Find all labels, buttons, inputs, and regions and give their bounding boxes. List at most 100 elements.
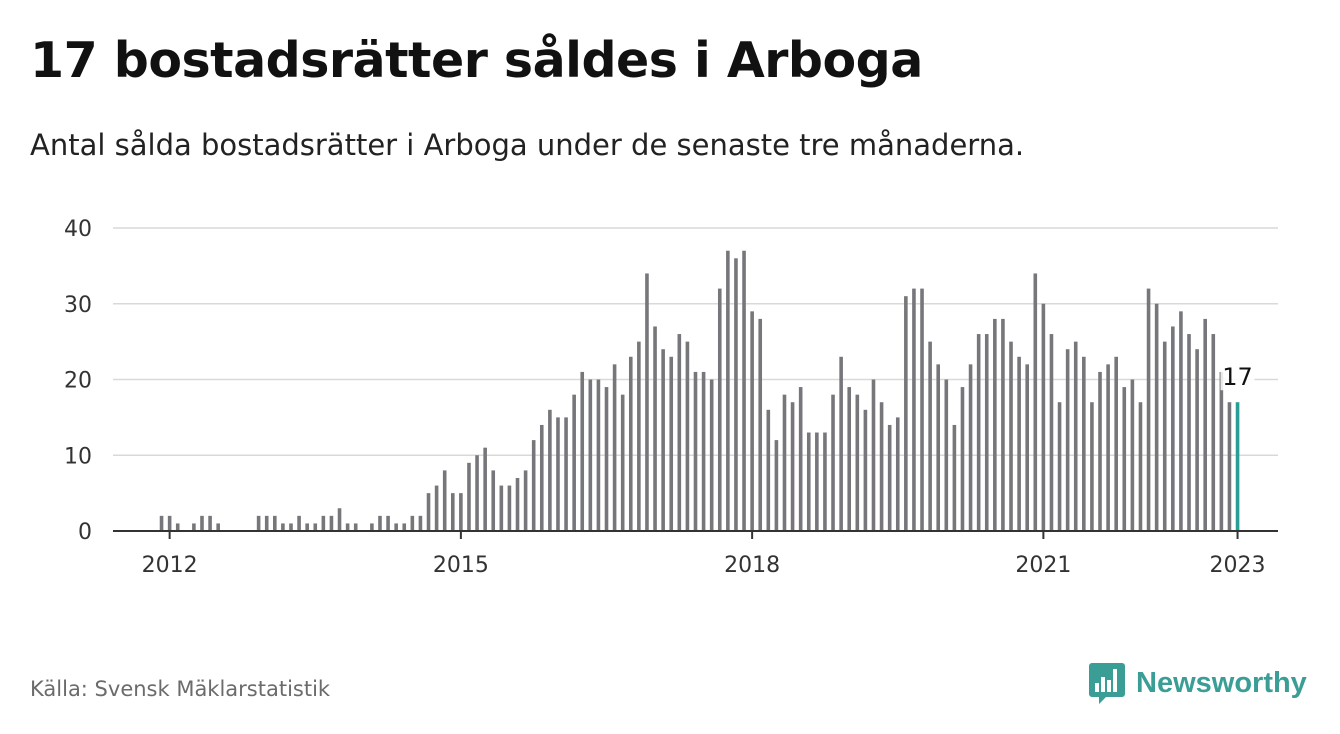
bar bbox=[313, 523, 318, 531]
bar bbox=[1065, 349, 1070, 531]
bar bbox=[256, 515, 261, 531]
x-tick-label: 2023 bbox=[1210, 553, 1266, 578]
bar bbox=[1017, 356, 1021, 531]
bar bbox=[1227, 402, 1232, 531]
bar bbox=[337, 508, 342, 531]
bar bbox=[726, 250, 730, 531]
y-tick-label: 30 bbox=[64, 293, 92, 318]
bar bbox=[1098, 371, 1102, 531]
bar bbox=[944, 379, 949, 531]
bar bbox=[564, 417, 568, 532]
bar bbox=[531, 440, 536, 531]
bar bbox=[847, 387, 852, 531]
bar bbox=[370, 523, 374, 531]
bar bbox=[653, 326, 657, 531]
x-tick-label: 2015 bbox=[433, 553, 489, 578]
x-tick-label: 2018 bbox=[724, 553, 780, 578]
bar bbox=[701, 371, 706, 531]
bar bbox=[1187, 334, 1191, 531]
bar bbox=[329, 515, 334, 531]
bar bbox=[904, 296, 908, 531]
bar bbox=[442, 470, 447, 531]
bar bbox=[709, 379, 714, 531]
bar bbox=[1001, 318, 1005, 531]
bar bbox=[1122, 387, 1127, 531]
bar bbox=[855, 394, 860, 531]
bar bbox=[1138, 402, 1143, 531]
bar bbox=[1041, 303, 1046, 531]
bar bbox=[766, 409, 771, 531]
bar bbox=[273, 515, 277, 531]
bar bbox=[815, 432, 819, 531]
bar bbox=[790, 402, 795, 531]
bar bbox=[976, 334, 981, 531]
bar bbox=[200, 515, 204, 531]
bar bbox=[596, 379, 601, 531]
bar bbox=[1179, 311, 1183, 531]
bar bbox=[580, 371, 585, 531]
bar bbox=[879, 402, 884, 531]
bar bbox=[863, 409, 868, 531]
bar bbox=[920, 288, 924, 531]
bar bbox=[620, 394, 625, 531]
bar bbox=[515, 477, 520, 531]
bar bbox=[1106, 364, 1110, 531]
bar bbox=[175, 523, 180, 531]
bar bbox=[734, 258, 738, 531]
bar bbox=[321, 515, 326, 531]
bar bbox=[1171, 326, 1175, 531]
bar bbox=[1057, 402, 1062, 531]
bar bbox=[645, 273, 649, 531]
bar bbox=[742, 250, 746, 531]
x-axis: 2012 2015 2018 2021 2023 bbox=[113, 530, 1278, 578]
bar bbox=[353, 523, 358, 531]
bar bbox=[960, 387, 965, 531]
bar bbox=[1162, 341, 1167, 532]
bar bbox=[523, 470, 528, 531]
bar bbox=[1211, 334, 1216, 531]
y-tick-label: 20 bbox=[64, 369, 92, 394]
bar bbox=[669, 356, 674, 531]
y-tick-label: 10 bbox=[64, 444, 92, 469]
bar bbox=[548, 409, 552, 531]
bar bbox=[475, 455, 479, 531]
bar bbox=[418, 515, 423, 531]
bar bbox=[467, 462, 471, 531]
bar bbox=[912, 288, 916, 531]
bar bbox=[1025, 364, 1029, 531]
bar bbox=[968, 364, 973, 531]
bar bbox=[1082, 356, 1086, 531]
bar bbox=[612, 364, 617, 531]
bar bbox=[1203, 318, 1207, 531]
bar bbox=[1073, 341, 1078, 532]
bar bbox=[661, 349, 665, 531]
bar bbox=[159, 515, 164, 531]
bar bbox=[507, 485, 512, 531]
data-label-bg bbox=[1220, 362, 1255, 391]
bar bbox=[928, 341, 932, 532]
bar bbox=[208, 515, 212, 531]
bar bbox=[806, 432, 811, 531]
bar bbox=[887, 424, 892, 531]
bar bbox=[1219, 371, 1224, 531]
bar bbox=[871, 379, 876, 531]
bar bbox=[831, 394, 835, 531]
bar bbox=[281, 523, 285, 531]
bar bbox=[1009, 341, 1013, 532]
bar bbox=[556, 417, 560, 532]
bar bbox=[345, 523, 350, 531]
bar bbox=[572, 394, 576, 531]
bar bbox=[410, 515, 415, 531]
x-tick-label: 2012 bbox=[142, 553, 198, 578]
page-title: 17 bostadsrätter såldes i Arboga bbox=[30, 32, 923, 89]
bar bbox=[993, 318, 997, 531]
bar bbox=[677, 334, 682, 531]
bar bbox=[539, 424, 544, 531]
bar bbox=[984, 334, 989, 531]
bar bbox=[378, 515, 382, 531]
bar bbox=[192, 523, 196, 531]
bar bbox=[1090, 402, 1094, 531]
y-axis-labels: 0 10 20 30 40 bbox=[64, 217, 92, 545]
bar bbox=[637, 341, 641, 532]
bar bbox=[628, 356, 633, 531]
